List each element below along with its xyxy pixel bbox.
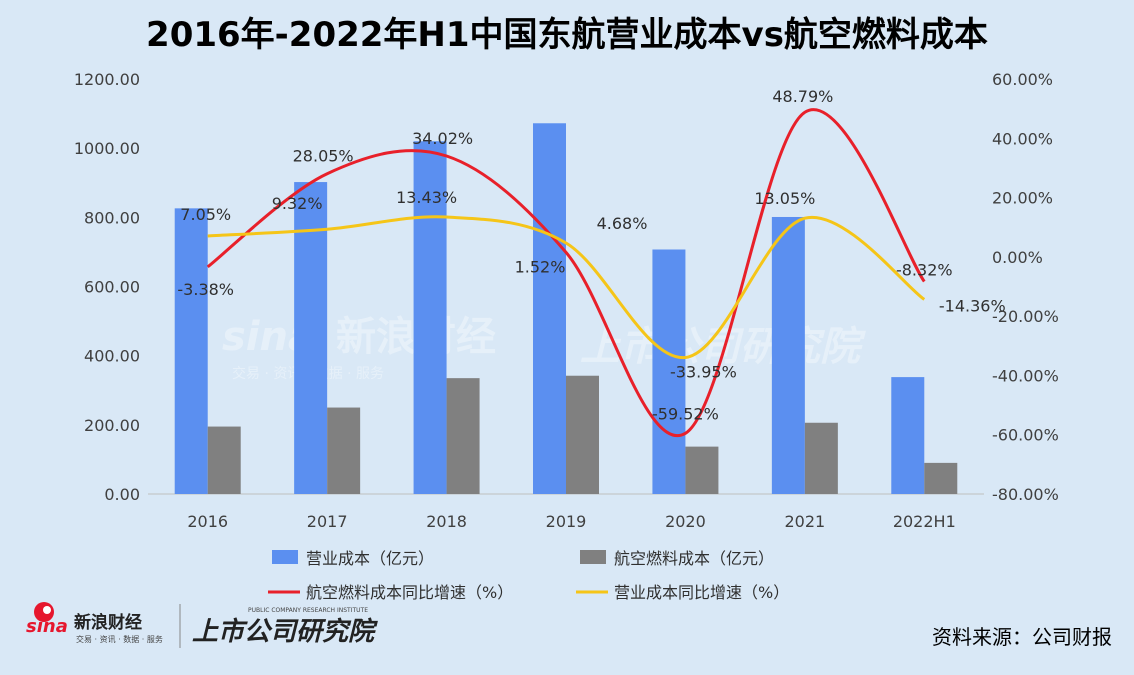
legend: 营业成本（亿元） 航空燃料成本（亿元） 航空燃料成本同比增速（%） 营业成本同比增速（…: [268, 549, 789, 602]
bars: [174, 123, 958, 495]
legend-swatch: [580, 550, 606, 564]
y-left-tick-label: 1200.00: [74, 70, 140, 89]
y-right-tick-label: -60.00%: [992, 426, 1059, 445]
label-operating-cost-growth: 4.68%: [597, 214, 648, 233]
y-right-tick-label: 20.00%: [992, 189, 1053, 208]
footer: sina 新浪财经 交易 · 资讯 · 数据 · 服务 上市公司研究院 PUBL…: [26, 602, 1112, 649]
legend-label: 营业成本同比增速（%）: [614, 583, 789, 602]
bar-fuel-cost: [207, 426, 241, 494]
x-tick-label: 2020: [665, 512, 706, 531]
legend-label: 航空燃料成本（亿元）: [614, 549, 774, 568]
y-right-tick-label: 0.00%: [992, 248, 1043, 267]
label-fuel-cost-growth: 48.79%: [772, 87, 833, 106]
y-left-tick-label: 400.00: [84, 347, 140, 366]
label-operating-cost-growth: 13.43%: [396, 188, 457, 207]
label-fuel-cost-growth: 34.02%: [412, 129, 473, 148]
lines: [206, 108, 926, 438]
bar-fuel-cost: [566, 375, 599, 494]
x-tick-label: 2018: [426, 512, 467, 531]
y-right-tick-label: 40.00%: [992, 129, 1053, 148]
y-right-tick-label: 60.00%: [992, 70, 1053, 89]
bar-fuel-cost: [804, 422, 838, 494]
legend-label: 营业成本（亿元）: [306, 549, 434, 568]
bar-operating-cost: [891, 377, 925, 494]
y-right-tick-label: -20.00%: [992, 307, 1059, 326]
x-tick-label: 2017: [307, 512, 348, 531]
bar-operating-cost: [174, 208, 208, 494]
label-operating-cost-growth: 9.32%: [272, 194, 323, 213]
chart-title: 2016年-2022年H1中国东航营业成本vs航空燃料成本: [146, 15, 988, 55]
sina-wordmark: sina: [26, 616, 68, 637]
label-operating-cost-growth: -33.95%: [670, 362, 737, 381]
label-operating-cost-growth: 7.05%: [180, 205, 231, 224]
label-fuel-cost-growth: -8.32%: [896, 261, 953, 280]
bar-operating-cost: [413, 141, 447, 494]
watermark-institute: 上市公司研究院: [580, 324, 866, 370]
line-operating-cost-growth: [207, 215, 926, 360]
data-labels: -3.38% 28.05% 34.02% 1.52% -59.52% 48.79% -8.3…: [177, 87, 1005, 423]
x-tick-label: 2022H1: [893, 512, 956, 531]
y-left-tick-label: 600.00: [84, 278, 140, 297]
source-note: 资料来源：公司财报: [932, 625, 1112, 649]
y-left-tick-label: 0.00: [104, 485, 140, 504]
footer-institute-en: PUBLIC COMPANY RESEARCH INSTITUTE: [248, 607, 368, 614]
label-operating-cost-growth: 13.05%: [754, 189, 815, 208]
x-tick-label: 2019: [546, 512, 587, 531]
y-right-tick-label: -80.00%: [992, 485, 1059, 504]
sina-eye-pupil-icon: [43, 606, 51, 614]
footer-brand-sub: 交易 · 资讯 · 数据 · 服务: [76, 634, 163, 644]
bar-operating-cost: [652, 249, 686, 494]
y-right-tick-label: -40.00%: [992, 366, 1059, 385]
y-left-tick-label: 200.00: [84, 416, 140, 435]
bar-fuel-cost: [924, 462, 958, 494]
line-fuel-cost-growth: [206, 108, 926, 438]
legend-swatch: [272, 550, 298, 564]
footer-institute: 上市公司研究院: [192, 617, 378, 647]
x-tick-label: 2021: [784, 512, 825, 531]
x-tick-label: 2016: [187, 512, 228, 531]
bar-operating-cost: [771, 216, 805, 495]
bar-fuel-cost: [446, 378, 480, 494]
bar-operating-cost: [294, 182, 328, 494]
y-left-tick-label: 800.00: [84, 208, 140, 227]
label-fuel-cost-growth: -3.38%: [177, 280, 234, 299]
y-left-tick-label: 1000.00: [74, 139, 140, 158]
label-fuel-cost-growth: -59.52%: [652, 404, 719, 423]
footer-brand: 新浪财经: [74, 612, 142, 633]
label-fuel-cost-growth: 1.52%: [515, 257, 566, 276]
bar-fuel-cost: [327, 407, 361, 494]
legend-label: 航空燃料成本同比增速（%）: [306, 583, 513, 602]
label-fuel-cost-growth: 28.05%: [293, 147, 354, 166]
bar-operating-cost: [533, 123, 566, 495]
label-operating-cost-growth: -14.36%: [939, 296, 1006, 315]
sina-logo: sina: [26, 602, 68, 637]
bar-fuel-cost: [685, 446, 719, 494]
